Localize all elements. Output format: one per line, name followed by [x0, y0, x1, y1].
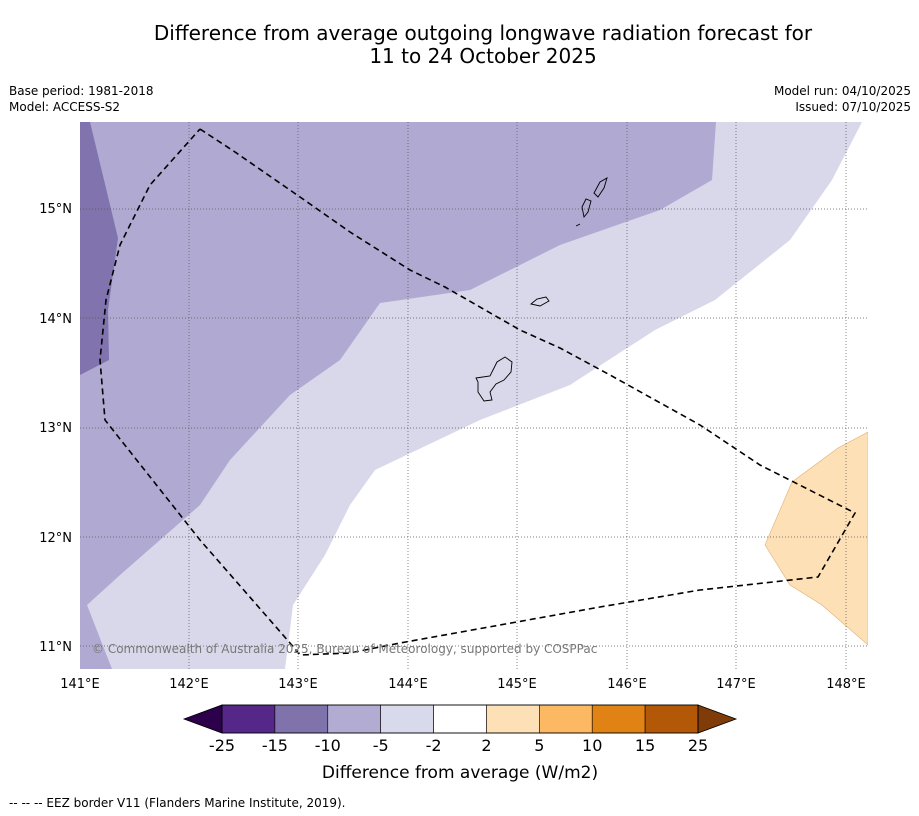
lat-tick-15: 15°N [39, 202, 72, 217]
lat-tick-12: 12°N [39, 531, 72, 546]
lon-tick-143: 143°E [278, 677, 318, 692]
title-line-2: 11 to 24 October 2025 [369, 44, 597, 68]
title-line-1: Difference from average outgoing longwav… [153, 21, 813, 45]
colorbar-segment [539, 704, 593, 734]
colorbar-arrow-low [182, 704, 223, 734]
colorbar-tick-label: -2 [426, 736, 442, 755]
colorbar-tick-label: 5 [534, 736, 544, 755]
colorbar-arrow-high [697, 704, 738, 734]
colorbar-frame [221, 704, 699, 734]
colorbar-tick-label: -25 [209, 736, 235, 755]
colorbar-tick-label: -15 [262, 736, 288, 755]
island-aguijan [575, 223, 581, 227]
colorbar-segment [433, 704, 487, 734]
colorbar-segment [327, 704, 381, 734]
lat-tick-14: 14°N [39, 312, 72, 327]
lon-axis: 141°E 142°E 143°E 144°E 145°E 146°E 147°… [60, 677, 866, 692]
colorbar: -25 -15 -10 -5 -2 2 5 10 15 25 Difference from av… [182, 704, 738, 783]
lat-axis: 15°N 14°N 13°N 12°N 11°N [39, 202, 72, 655]
island-guam [475, 356, 513, 402]
lon-tick-144: 144°E [388, 677, 428, 692]
map-plot-area: © Commonwealth of Australia 2025, Bureau… [80, 122, 868, 669]
copyright-notice: © Commonwealth of Australia 2025, Bureau… [92, 642, 597, 656]
colorbar-segment [274, 704, 329, 734]
lon-tick-142: 142°E [169, 677, 209, 692]
colorbar-tick-label: 2 [481, 736, 491, 755]
lon-tick-147: 147°E [716, 677, 756, 692]
colorbar-tick-label: 25 [688, 736, 708, 755]
lon-tick-148: 148°E [826, 677, 866, 692]
anomaly-region-minus15 [80, 122, 118, 375]
colorbar-segment [591, 704, 646, 734]
lat-tick-13: 13°N [39, 421, 72, 436]
colorbar-tick-label: 15 [635, 736, 655, 755]
anomaly-region-minus10 [80, 122, 716, 669]
colorbar-tick-label: -10 [315, 736, 341, 755]
colorbar-segment [644, 704, 699, 734]
colorbar-segment [380, 704, 434, 734]
colorbar-segment [486, 704, 540, 734]
island-rota [530, 296, 550, 307]
island-tinian [581, 198, 592, 219]
colorbar-tick-label: 10 [582, 736, 602, 755]
eez-border [99, 128, 857, 656]
graticule [80, 122, 868, 669]
meta-right: Model run: 04/10/2025 Issued: 07/10/2025 [774, 83, 911, 115]
meta-left: Base period: 1981-2018 Model: ACCESS-S2 [9, 83, 154, 115]
colorbar-label: Difference from average (W/m2) [322, 763, 598, 783]
islands [475, 177, 608, 402]
lat-tick-11: 11°N [39, 640, 72, 655]
eez-legend: -- -- -- EEZ border V11 (Flanders Marine… [9, 796, 346, 810]
base-period: Base period: 1981-2018 [9, 84, 154, 98]
lon-tick-141: 141°E [60, 677, 100, 692]
issued-date: Issued: 07/10/2025 [795, 100, 911, 114]
model-name: Model: ACCESS-S2 [9, 100, 121, 114]
chart-title: Difference from average outgoing longwav… [0, 22, 919, 68]
lon-tick-146: 146°E [607, 677, 647, 692]
colorbar-segment [221, 704, 276, 734]
lon-tick-145: 145°E [497, 677, 537, 692]
colorbar-tick-label: -5 [373, 736, 389, 755]
model-run: Model run: 04/10/2025 [773, 84, 911, 98]
island-saipan [593, 177, 608, 198]
anomaly-region-plus2 [764, 431, 868, 646]
